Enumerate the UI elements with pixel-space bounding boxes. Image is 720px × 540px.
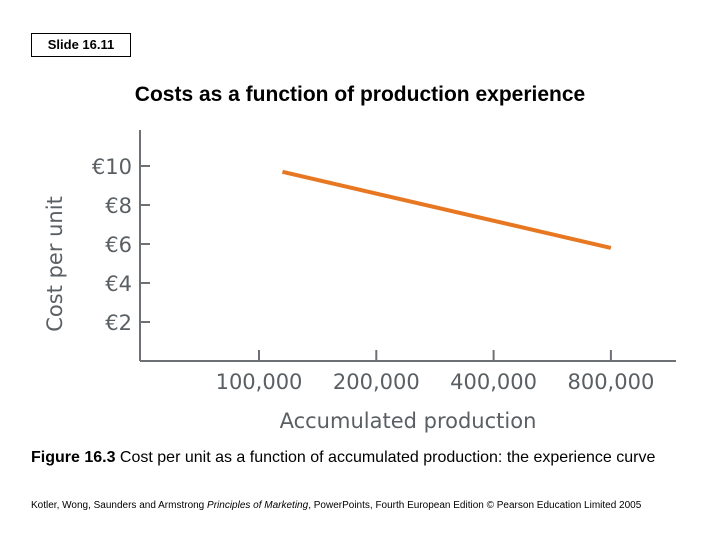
figure-caption-text: Cost per unit as a function of accumulat… [115,449,656,466]
figure-caption: Figure 16.3 Cost per unit as a function … [31,448,671,468]
y-axis-title: Cost per unit [43,196,67,332]
footer-edition: , PowerPoints, Fourth European Edition ©… [308,500,642,511]
slide-number-label: Slide 16.11 [31,33,131,57]
x-axis-title: Accumulated production [280,409,537,433]
y-tick-label: €2 [105,311,132,335]
y-tick-label: €6 [105,233,132,257]
y-tick-label: €4 [105,272,132,296]
y-tick-label: €8 [105,194,132,218]
experience-curve-line [282,169,612,250]
footer-authors: Kotler, Wong, Saunders and Armstrong [31,500,208,511]
x-tick-label: 200,000 [333,370,420,394]
slide-title: Costs as a function of production experi… [134,83,586,106]
copyright-footer: Kotler, Wong, Saunders and Armstrong Pri… [31,500,711,511]
experience-curve-chart: €10 €8 €6 €4 €2 100,000 200,000 400,000 800,000 A… [43,130,676,433]
figure-label: Figure 16.3 [31,449,116,466]
y-tick-label: €10 [92,155,132,179]
x-tick-label: 400,000 [450,370,537,394]
x-tick-label: 100,000 [216,370,303,394]
footer-book-title: Principles of Marketing [207,500,309,511]
x-tick-label: 800,000 [567,370,654,394]
